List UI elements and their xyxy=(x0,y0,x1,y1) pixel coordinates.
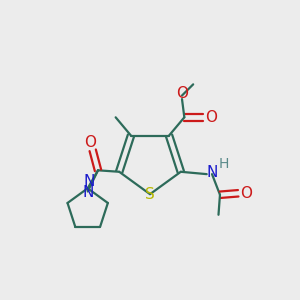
Text: N: N xyxy=(82,184,93,200)
Text: O: O xyxy=(84,134,96,149)
Text: N: N xyxy=(83,174,95,189)
Text: N: N xyxy=(206,165,218,180)
Text: H: H xyxy=(219,157,229,171)
Text: O: O xyxy=(176,86,188,101)
Text: O: O xyxy=(205,110,217,125)
Text: O: O xyxy=(241,186,253,201)
Text: S: S xyxy=(145,187,155,202)
